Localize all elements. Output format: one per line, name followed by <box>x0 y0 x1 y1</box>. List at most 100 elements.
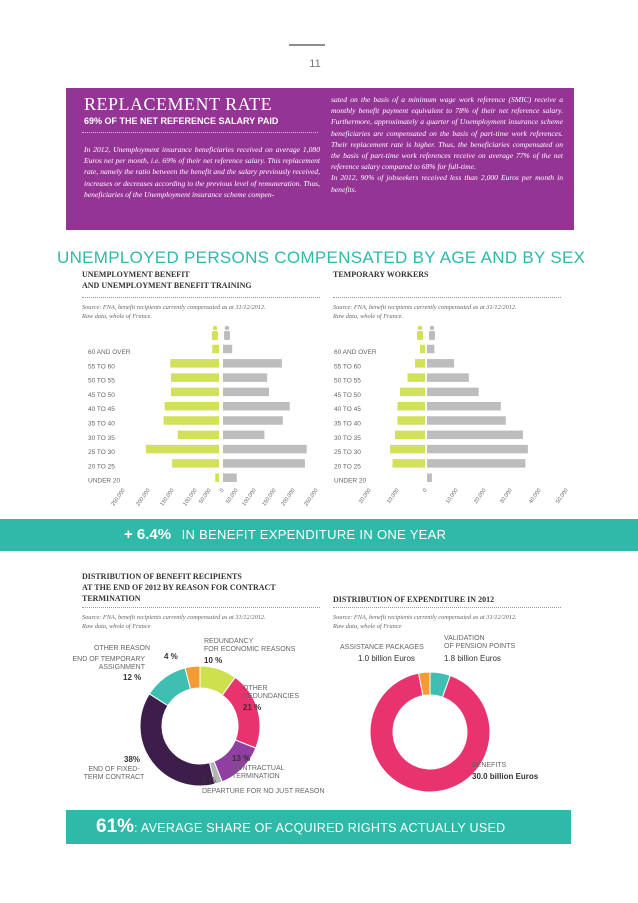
person-head <box>429 325 435 331</box>
source-line: Raw data, whole of France. <box>82 312 152 320</box>
bar-men <box>427 444 528 454</box>
tick-label: 150,000 <box>261 488 277 508</box>
expenditure-title: DISTRIBUTION OF EXPENDITURE IN 2012 <box>333 595 495 604</box>
bar-men <box>223 444 307 454</box>
value-assistance-packages: 1.0 billion Euros <box>358 654 415 663</box>
pct-end-fixed-term: 38% <box>124 755 141 764</box>
person-body <box>224 331 230 340</box>
page-number-rule <box>289 44 325 46</box>
pct-other-redundancies: 21 % <box>243 703 262 712</box>
slice-other-reason <box>184 665 201 690</box>
age-label: 40 TO 45 <box>334 406 361 413</box>
slice-assistance-packages <box>417 671 431 697</box>
bar-men <box>223 344 233 354</box>
banner-figure: 61% <box>96 816 135 837</box>
pyramid-chart-unemployment-benefit: 60 AND OVER 55 TO 60 50 TO 55 45 TO 50 40 TO… <box>88 325 320 508</box>
page-number: 11 <box>309 58 321 70</box>
tick-label: 150,000 <box>159 488 175 508</box>
female-icon <box>417 325 423 340</box>
bar-men <box>427 344 435 354</box>
bar-women <box>171 387 219 397</box>
bar-men <box>223 359 282 368</box>
bar-women <box>170 359 219 368</box>
replacement-rate-subtitle: 69% OF THE NET REFERENCE SALARY PAID <box>84 116 279 126</box>
banner-text: : AVERAGE SHARE OF ACQUIRED RIGHTS ACTUA… <box>134 821 506 835</box>
age-label: 35 TO 40 <box>88 421 115 428</box>
age-label: 25 TO 30 <box>334 449 361 456</box>
divider <box>333 297 561 298</box>
bar-men <box>427 401 501 411</box>
age-label: 45 TO 50 <box>88 392 115 399</box>
bar-women <box>171 373 219 382</box>
bar-men <box>427 387 479 397</box>
label-line: OF PENSION POINTS <box>444 643 516 650</box>
distribution-recipients-title: DISTRIBUTION OF BENEFIT RECIPIENTS AT TH… <box>82 571 342 604</box>
tick-label: 100,000 <box>241 488 257 508</box>
pct-end-temporary-assignment: 12 % <box>123 673 142 682</box>
tick-label: 250,000 <box>110 488 126 508</box>
slice-benefits <box>369 672 491 793</box>
pct-contractual-termination: 13 % <box>232 754 251 763</box>
label-line: END OF FIXED- <box>88 766 140 773</box>
pct-other-reason: 4 % <box>164 652 178 661</box>
divider <box>82 607 320 608</box>
label-benefits: BENEFITS <box>472 762 507 769</box>
person-head <box>212 325 218 331</box>
left-pyramid-title-line1: UNEMPLOYMENT BENEFIT <box>82 270 190 279</box>
bar-women <box>163 416 219 425</box>
label-line: OTHER <box>243 685 268 692</box>
tick-label: 10,000 <box>445 488 460 505</box>
bar-women <box>397 401 425 411</box>
bar-men <box>223 459 305 468</box>
person-body <box>212 331 218 340</box>
label-other-redundancies: OTHER REDUNDANCIES <box>243 685 299 701</box>
bar-women <box>397 416 425 425</box>
tick-label: 50,000 <box>555 488 570 505</box>
bar-men <box>427 416 506 425</box>
person-body <box>429 331 435 340</box>
bar-women <box>215 473 219 482</box>
replacement-text-right: sated on the basis of a minimum wage wor… <box>331 94 563 195</box>
section-title: UNEMPLOYED PERSONS COMPENSATED BY AGE AN… <box>57 248 586 267</box>
person-body <box>417 331 423 340</box>
bar-women <box>400 387 425 397</box>
tick-label: 250,000 <box>303 488 319 508</box>
source-line: Raw data, whole of France <box>82 622 151 630</box>
value-pension-points: 1.8 billion Euros <box>444 654 501 663</box>
bar-women <box>172 459 219 468</box>
label-line: REDUNDANCY <box>204 638 254 645</box>
bar-women <box>164 401 219 411</box>
bar-women <box>420 344 425 354</box>
age-label: 50 TO 55 <box>334 378 361 385</box>
label-departure: DEPARTURE FOR NO JUST REASON <box>202 788 325 795</box>
tick-label: 40,000 <box>528 488 543 505</box>
age-label: UNDER 20 <box>88 478 121 485</box>
distribution-title-line3: TERMINATION <box>82 594 141 603</box>
distribution-title-line2: AT THE END OF 2012 BY REASON FOR CONTRAC… <box>82 583 276 592</box>
value-benefits: 30.0 billion Euros <box>472 772 539 781</box>
source-line: Raw data, whole of France. <box>333 312 403 320</box>
banner-figure: + 6.4% <box>124 526 172 543</box>
age-label: 20 TO 25 <box>334 463 361 470</box>
replacement-text-right-p2: In 2012, 90% of jobseekers received less… <box>331 173 563 194</box>
label-other-reason: OTHER REASON <box>94 645 151 652</box>
bar-men <box>427 473 432 482</box>
tick-label: 50,000 <box>225 488 240 505</box>
divider <box>82 132 318 133</box>
person-head <box>224 325 230 331</box>
pct-departure: 2 % <box>202 776 216 785</box>
bar-men <box>427 359 455 368</box>
bar-women <box>415 359 425 368</box>
tick-label: 10,000 <box>386 488 401 505</box>
tick-label: 200,000 <box>280 488 296 508</box>
source-line: Source: FNA, benefit recipients currentl… <box>333 614 517 621</box>
age-label: 30 TO 35 <box>334 435 361 442</box>
right-source: Source: FNA, benefit recipients currentl… <box>333 304 573 321</box>
left-pyramid-title: UNEMPLOYMENT BENEFIT AND UNEMPLOYMENT BE… <box>82 269 322 291</box>
bar-men <box>223 387 269 397</box>
bar-men <box>223 401 290 411</box>
pyramid-chart-temporary-workers: 60 AND OVER 55 TO 60 50 TO 55 45 TO 50 40 TO… <box>334 325 570 505</box>
tick-label: 100,000 <box>182 488 198 508</box>
age-label: 60 AND OVER <box>88 349 131 356</box>
label-line: REDUNDANCIES <box>243 693 300 700</box>
